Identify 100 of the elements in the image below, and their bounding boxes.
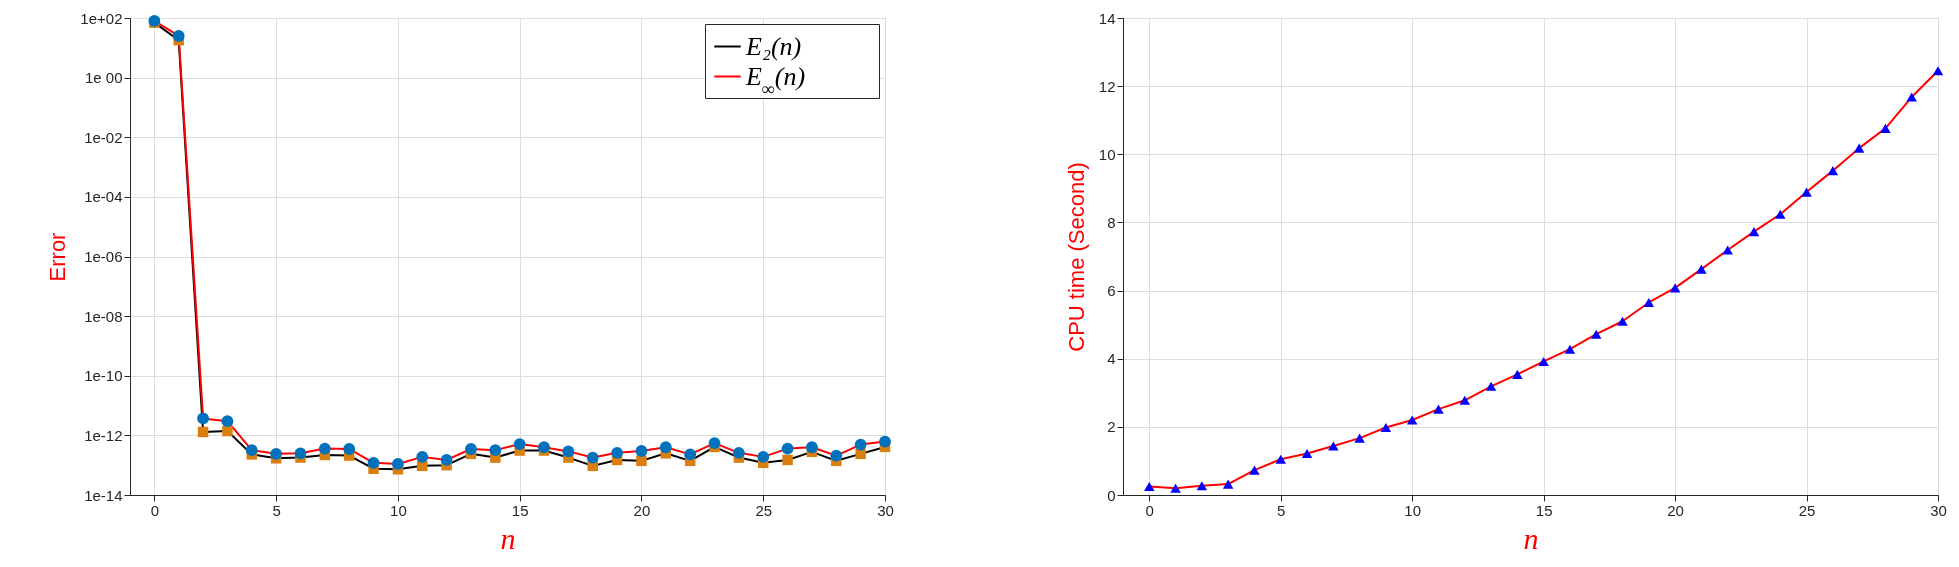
y-tick-label: 2 xyxy=(1107,418,1116,436)
point xyxy=(708,437,721,450)
y-tick-label: 1e-10 xyxy=(84,367,123,385)
y-tick-label: 1e 00 xyxy=(84,69,123,87)
point xyxy=(1590,329,1602,339)
point xyxy=(1801,187,1812,197)
point xyxy=(854,438,867,451)
point xyxy=(830,449,843,462)
y-tick-label: 1e-14 xyxy=(84,486,123,504)
point xyxy=(1880,123,1891,133)
x-tick-label: 30 xyxy=(877,501,894,519)
point xyxy=(879,435,891,448)
y-tick-label: 14 xyxy=(1098,9,1116,27)
point xyxy=(1170,483,1181,493)
x-tick-label: 20 xyxy=(633,501,651,519)
y-tick-label: 0 xyxy=(1107,486,1116,504)
point xyxy=(489,444,502,457)
point xyxy=(538,441,550,454)
point xyxy=(1406,415,1418,425)
point xyxy=(1827,166,1839,176)
point xyxy=(1222,479,1234,489)
point xyxy=(1538,356,1549,366)
point xyxy=(172,30,185,42)
point xyxy=(1775,209,1786,219)
x-tick-label: 30 xyxy=(1930,501,1947,519)
point xyxy=(586,451,599,464)
x-tick-label: 20 xyxy=(1667,501,1684,519)
point xyxy=(781,442,794,455)
point xyxy=(1696,264,1707,274)
y-tick-label: 1e-08 xyxy=(84,307,123,325)
point xyxy=(1512,369,1523,379)
y-tick-label: 1e-02 xyxy=(84,128,123,146)
y-tick-label: 1e-04 xyxy=(84,188,123,206)
point xyxy=(465,443,477,455)
point xyxy=(1748,227,1760,237)
point xyxy=(684,448,697,461)
point xyxy=(1380,423,1392,433)
point xyxy=(440,454,453,466)
y-axis-title: Error xyxy=(45,232,71,282)
y-axis-title: CPU time (Second) xyxy=(1063,162,1089,352)
y-tick-label: 8 xyxy=(1107,213,1116,231)
point xyxy=(1564,344,1576,354)
point xyxy=(1144,481,1155,492)
point xyxy=(294,447,307,460)
point xyxy=(1485,381,1497,391)
point xyxy=(1722,245,1733,255)
point xyxy=(1853,143,1865,153)
point xyxy=(659,441,672,454)
x-tick-label: 5 xyxy=(1277,501,1286,519)
legend-label: E$_{∞}$(n) xyxy=(745,61,806,99)
y-tick-label: 6 xyxy=(1107,282,1116,300)
point xyxy=(513,438,526,450)
point xyxy=(197,412,209,425)
point xyxy=(1196,481,1208,491)
x-tick-label: 15 xyxy=(1535,501,1553,519)
point xyxy=(1433,404,1444,414)
point xyxy=(806,441,818,454)
point xyxy=(318,442,331,455)
point xyxy=(1354,433,1365,443)
point xyxy=(636,455,647,467)
point xyxy=(1932,66,1944,76)
point xyxy=(855,448,866,460)
point xyxy=(1643,297,1655,308)
point xyxy=(221,415,234,428)
point xyxy=(1249,465,1260,475)
point xyxy=(222,425,233,437)
point xyxy=(197,426,209,438)
x-tick-label: 10 xyxy=(390,501,407,519)
point xyxy=(562,445,575,458)
point xyxy=(782,454,793,466)
y-tick-label: 1e-12 xyxy=(84,426,123,444)
y-tick-label: 4 xyxy=(1107,350,1116,368)
point xyxy=(1275,454,1286,464)
point xyxy=(611,446,624,459)
y-tick-label: 10 xyxy=(1098,145,1116,163)
x-tick-label: 0 xyxy=(1145,501,1154,519)
y-tick-label: 1e-06 xyxy=(84,248,123,265)
x-tick-label: 5 xyxy=(272,501,281,519)
x-tick-label: 25 xyxy=(1798,501,1816,519)
point xyxy=(1301,448,1313,458)
x-tick-label: 10 xyxy=(1404,501,1422,519)
point xyxy=(1459,395,1471,405)
point xyxy=(416,450,429,463)
point xyxy=(391,458,404,470)
x-axis-title: n xyxy=(1523,521,1539,555)
point xyxy=(245,444,258,457)
point xyxy=(270,447,283,460)
y-tick-label: 1e+02 xyxy=(80,9,123,27)
point xyxy=(635,445,648,457)
x-tick-label: 0 xyxy=(150,501,160,519)
point xyxy=(343,443,356,455)
point xyxy=(1669,283,1681,293)
x-tick-label: 25 xyxy=(755,501,773,519)
point xyxy=(757,450,770,463)
y-tick-label: 12 xyxy=(1098,77,1116,95)
point xyxy=(1906,92,1917,102)
point xyxy=(732,446,745,459)
legend-label: E₂(n) xyxy=(745,31,802,61)
point xyxy=(367,456,380,469)
x-tick-label: 15 xyxy=(511,501,529,519)
